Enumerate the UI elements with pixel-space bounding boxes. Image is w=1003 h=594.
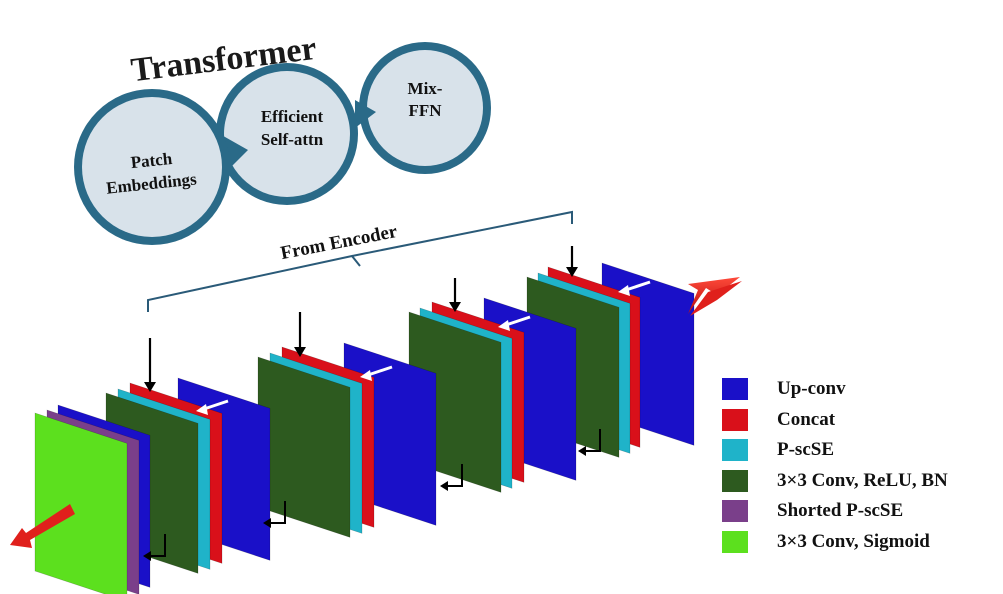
input-arrow-body (690, 281, 742, 316)
self-attn-line1: Efficient (261, 107, 324, 126)
patch-embeddings-line1: Patch (130, 149, 174, 172)
decoder-arrows (10, 246, 742, 561)
legend-item-conv: 3×3 Conv, ReLU, BN (722, 468, 1002, 499)
patch-embeddings-stage: Patch Embeddings (74, 89, 248, 245)
upconv-arrow-head (498, 320, 510, 331)
shorted-label: Shorted P-scSE (777, 500, 904, 521)
upconv-arrow-head (360, 370, 372, 381)
conv-layer (257, 356, 351, 538)
concat-label: Concat (777, 408, 836, 430)
legend-item-concat: Concat (722, 407, 1002, 438)
upconv-label: Up-conv (777, 378, 846, 399)
conv-swatch (722, 469, 748, 492)
encoder-bracket: From Encoder (147, 210, 573, 312)
sigmoid-swatch (722, 530, 748, 553)
upconv-swatch (722, 378, 748, 400)
legend-item-sigmoid: 3×3 Conv, Sigmoid (722, 529, 1002, 560)
encoder-label: From Encoder (279, 221, 400, 264)
connector-line (269, 501, 286, 524)
connector-head (143, 551, 151, 561)
conv-label: 3×3 Conv, ReLU, BN (777, 469, 948, 491)
upconv-arrow-shaft (625, 280, 651, 292)
connector-head (263, 518, 271, 528)
connector-line (149, 534, 166, 557)
encoder-bracket-line (147, 210, 573, 312)
skip-arrow-head (144, 382, 156, 392)
legend-item-shorted: Shorted P-scSE (722, 498, 1002, 529)
connector-head (440, 481, 448, 491)
sigmoid-conv-layer (34, 412, 128, 594)
pscse-swatch (722, 439, 748, 461)
legend: Up-conv Concat P-scSE 3×3 Conv, ReLU, BN… (722, 376, 1002, 559)
upconv-arrow-head (196, 404, 208, 415)
self-attn-pointer (355, 100, 376, 128)
connector-line (446, 464, 463, 487)
output-arrow (10, 504, 75, 548)
self-attn-bubble (224, 71, 350, 197)
legend-item-upconv: Up-conv (722, 376, 1002, 407)
sigmoid-label: 3×3 Conv, Sigmoid (777, 530, 930, 552)
connector-line (584, 429, 601, 452)
decoder-layers (34, 262, 695, 594)
pscse-label: P-scSE (777, 439, 834, 460)
upconv-arrow-shaft (505, 315, 531, 327)
legend-item-pscse: P-scSE (722, 437, 1002, 468)
mix-ffn-line2: FFN (408, 101, 442, 120)
concat-swatch (722, 408, 748, 431)
mix-ffn-line1: Mix- (408, 79, 443, 98)
skip-arrow-head (449, 302, 461, 312)
skip-arrow-head (294, 347, 306, 357)
self-attn-stage: Efficient Self-attn (216, 63, 376, 205)
mix-ffn-bubble (367, 50, 483, 166)
transformer-block: Transformer Mix- FFN Efficient Self-attn… (74, 30, 491, 245)
upconv-arrow-head (618, 285, 630, 296)
upconv-arrow-shaft (203, 399, 229, 411)
shorted-swatch (722, 500, 748, 522)
connector-head (578, 446, 586, 456)
patch-embeddings-bubble (82, 97, 222, 237)
upconv-arrow-shaft (367, 365, 393, 377)
skip-arrow-head (566, 267, 578, 277)
self-attn-line2: Self-attn (261, 130, 324, 149)
mix-ffn-stage: Mix- FFN (359, 42, 491, 174)
